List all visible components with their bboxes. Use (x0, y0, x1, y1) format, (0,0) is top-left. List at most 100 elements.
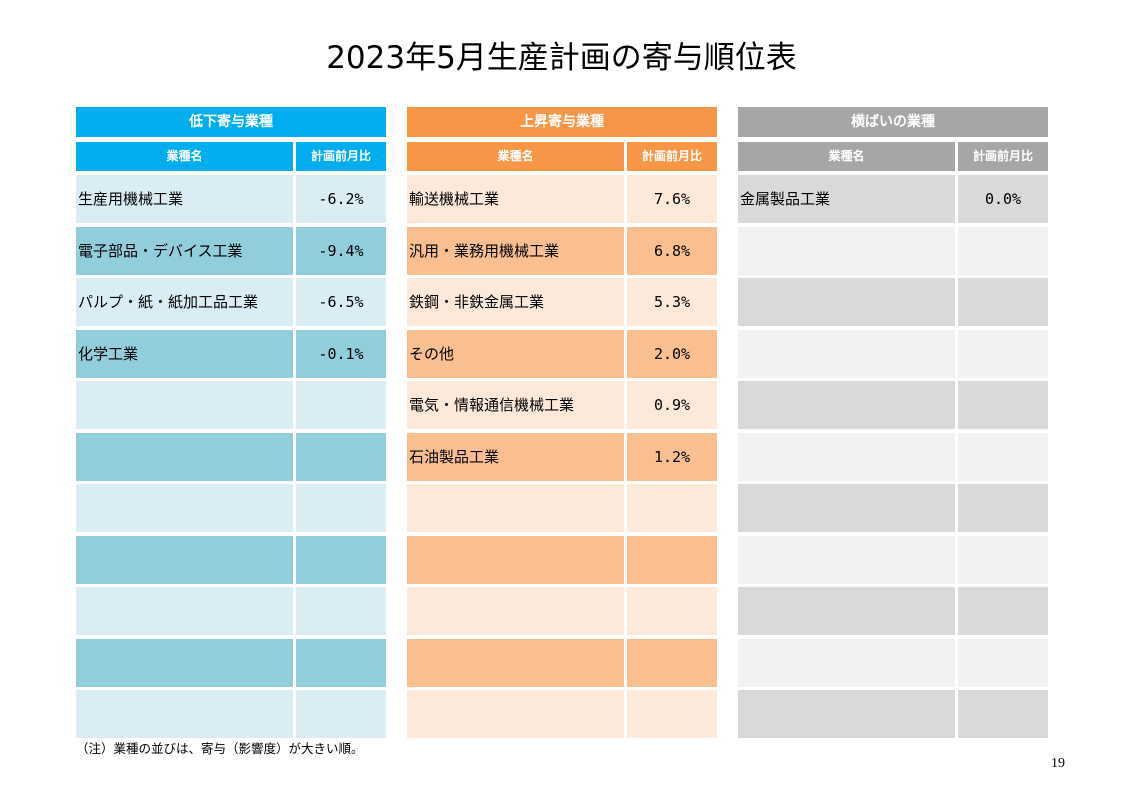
table-row (76, 535, 386, 584)
table-row (407, 484, 717, 532)
change-value-cell (958, 587, 1048, 635)
table-row (407, 690, 717, 738)
table-row (738, 381, 1048, 429)
industry-name-cell (738, 278, 955, 326)
industry-name-cell: 金属製品工業 (738, 175, 955, 223)
industry-name-cell: 化学工業 (76, 329, 293, 378)
industry-name-cell: 電気・情報通信機械工業 (407, 381, 624, 429)
change-value-cell: 0.9% (627, 381, 717, 429)
change-value-cell (296, 638, 386, 687)
change-value-cell (958, 535, 1048, 584)
change-value-cell (296, 690, 386, 738)
table-row (76, 690, 386, 738)
table-row: 鉄鋼・非鉄金属工業 5.3% (407, 278, 717, 326)
decline-panel: 低下寄与業種 業種名 計画前月比 生産用機械工業 -6.2% 電子部品・デバイス工業… (76, 107, 386, 738)
column-headers: 業種名 計画前月比 (407, 142, 717, 171)
table-row: 化学工業 -0.1% (76, 329, 386, 378)
industry-name-cell (738, 690, 955, 738)
table-rows: 輸送機械工業 7.6% 汎用・業務用機械工業 6.8% 鉄鋼・非鉄金属工業 5.3% その他… (407, 175, 717, 738)
change-value-cell (958, 278, 1048, 326)
change-value-cell (627, 535, 717, 584)
industry-name-cell (76, 432, 293, 481)
change-value-cell (958, 638, 1048, 687)
table-row: 生産用機械工業 -6.2% (76, 175, 386, 223)
footnote: （注）業種の並びは、寄与（影響度）が大きい順。 (76, 741, 364, 756)
industry-name-cell (76, 638, 293, 687)
column-header-change: 計画前月比 (958, 142, 1048, 171)
industry-name-cell (407, 638, 624, 687)
industry-name-cell (738, 484, 955, 532)
industry-name-cell (738, 535, 955, 584)
industry-name-cell (407, 535, 624, 584)
industry-name-cell (76, 484, 293, 532)
table-row (407, 587, 717, 635)
change-value-cell: 1.2% (627, 432, 717, 481)
industry-name-cell (76, 690, 293, 738)
table-rows: 金属製品工業 0.0% (738, 175, 1048, 738)
table-row: 汎用・業務用機械工業 6.8% (407, 226, 717, 275)
table-row (76, 587, 386, 635)
industry-name-cell: 生産用機械工業 (76, 175, 293, 223)
column-header-change: 計画前月比 (627, 142, 717, 171)
table-rows: 生産用機械工業 -6.2% 電子部品・デバイス工業 -9.4% パルプ・紙・紙加工品工業… (76, 175, 386, 738)
change-value-cell (296, 484, 386, 532)
table-row: 電子部品・デバイス工業 -9.4% (76, 226, 386, 275)
change-value-cell (627, 638, 717, 687)
page-number: 19 (1051, 756, 1065, 771)
change-value-cell (627, 587, 717, 635)
table-row (407, 638, 717, 687)
increase-panel: 上昇寄与業種 業種名 計画前月比 輸送機械工業 7.6% 汎用・業務用機械工業 6.8… (407, 107, 717, 738)
change-value-cell (958, 381, 1048, 429)
table-row (738, 226, 1048, 275)
industry-name-cell: 輸送機械工業 (407, 175, 624, 223)
table-row (738, 638, 1048, 687)
table-row (76, 381, 386, 429)
change-value-cell (958, 329, 1048, 378)
panel-heading: 横ばいの業種 (738, 107, 1048, 137)
change-value-cell: 5.3% (627, 278, 717, 326)
industry-name-cell: その他 (407, 329, 624, 378)
table-row (76, 432, 386, 481)
table-row (76, 638, 386, 687)
change-value-cell: 0.0% (958, 175, 1048, 223)
change-value-cell (958, 690, 1048, 738)
table-row (738, 484, 1048, 532)
table-row (738, 690, 1048, 738)
change-value-cell: -9.4% (296, 226, 386, 275)
change-value-cell: 2.0% (627, 329, 717, 378)
industry-name-cell (76, 535, 293, 584)
table-row (738, 278, 1048, 326)
change-value-cell (296, 432, 386, 481)
table-row: 輸送機械工業 7.6% (407, 175, 717, 223)
industry-name-cell (76, 587, 293, 635)
industry-name-cell (738, 638, 955, 687)
column-header-industry: 業種名 (738, 142, 955, 171)
industry-name-cell: パルプ・紙・紙加工品工業 (76, 278, 293, 326)
table-row: パルプ・紙・紙加工品工業 -6.5% (76, 278, 386, 326)
industry-name-cell (738, 587, 955, 635)
table-row (738, 535, 1048, 584)
table-row (76, 484, 386, 532)
table-row: 金属製品工業 0.0% (738, 175, 1048, 223)
table-row: 電気・情報通信機械工業 0.9% (407, 381, 717, 429)
table-row (738, 329, 1048, 378)
change-value-cell (296, 587, 386, 635)
change-value-cell (958, 432, 1048, 481)
industry-name-cell (407, 484, 624, 532)
change-value-cell (627, 484, 717, 532)
table-row (407, 535, 717, 584)
change-value-cell: 7.6% (627, 175, 717, 223)
industry-name-cell: 汎用・業務用機械工業 (407, 226, 624, 275)
column-headers: 業種名 計画前月比 (76, 142, 386, 171)
change-value-cell (627, 690, 717, 738)
change-value-cell (958, 226, 1048, 275)
table-row (738, 587, 1048, 635)
industry-name-cell: 石油製品工業 (407, 432, 624, 481)
change-value-cell (958, 484, 1048, 532)
change-value-cell: -6.5% (296, 278, 386, 326)
change-value-cell (296, 381, 386, 429)
industry-name-cell (738, 329, 955, 378)
table-row (738, 432, 1048, 481)
industry-name-cell: 鉄鋼・非鉄金属工業 (407, 278, 624, 326)
table-row: 石油製品工業 1.2% (407, 432, 717, 481)
